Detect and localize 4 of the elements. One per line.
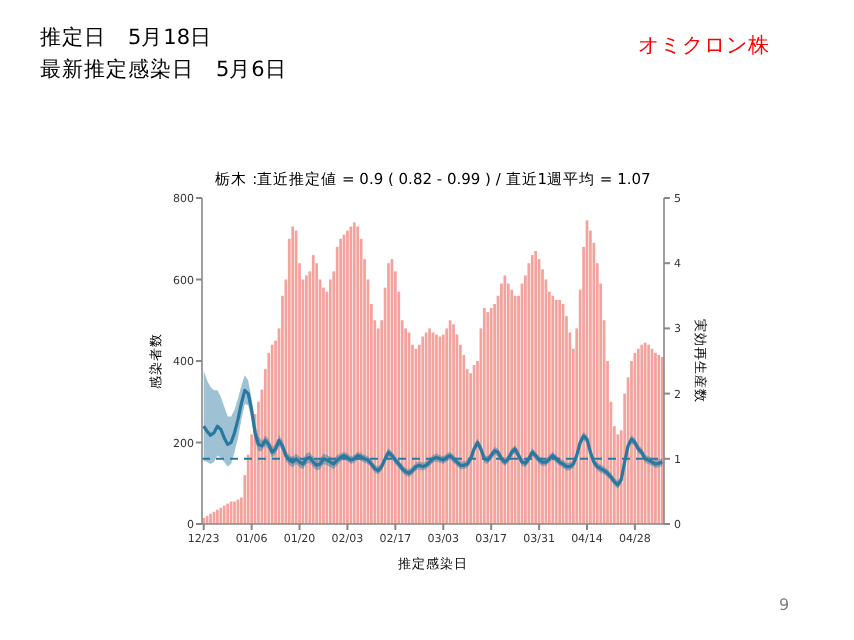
- text: 9: [778, 596, 790, 614]
- text: 最新推定感染日 5月6日: [40, 56, 287, 82]
- text: オミクロン株: [638, 32, 770, 58]
- text: 推定日 5月18日: [40, 24, 213, 50]
